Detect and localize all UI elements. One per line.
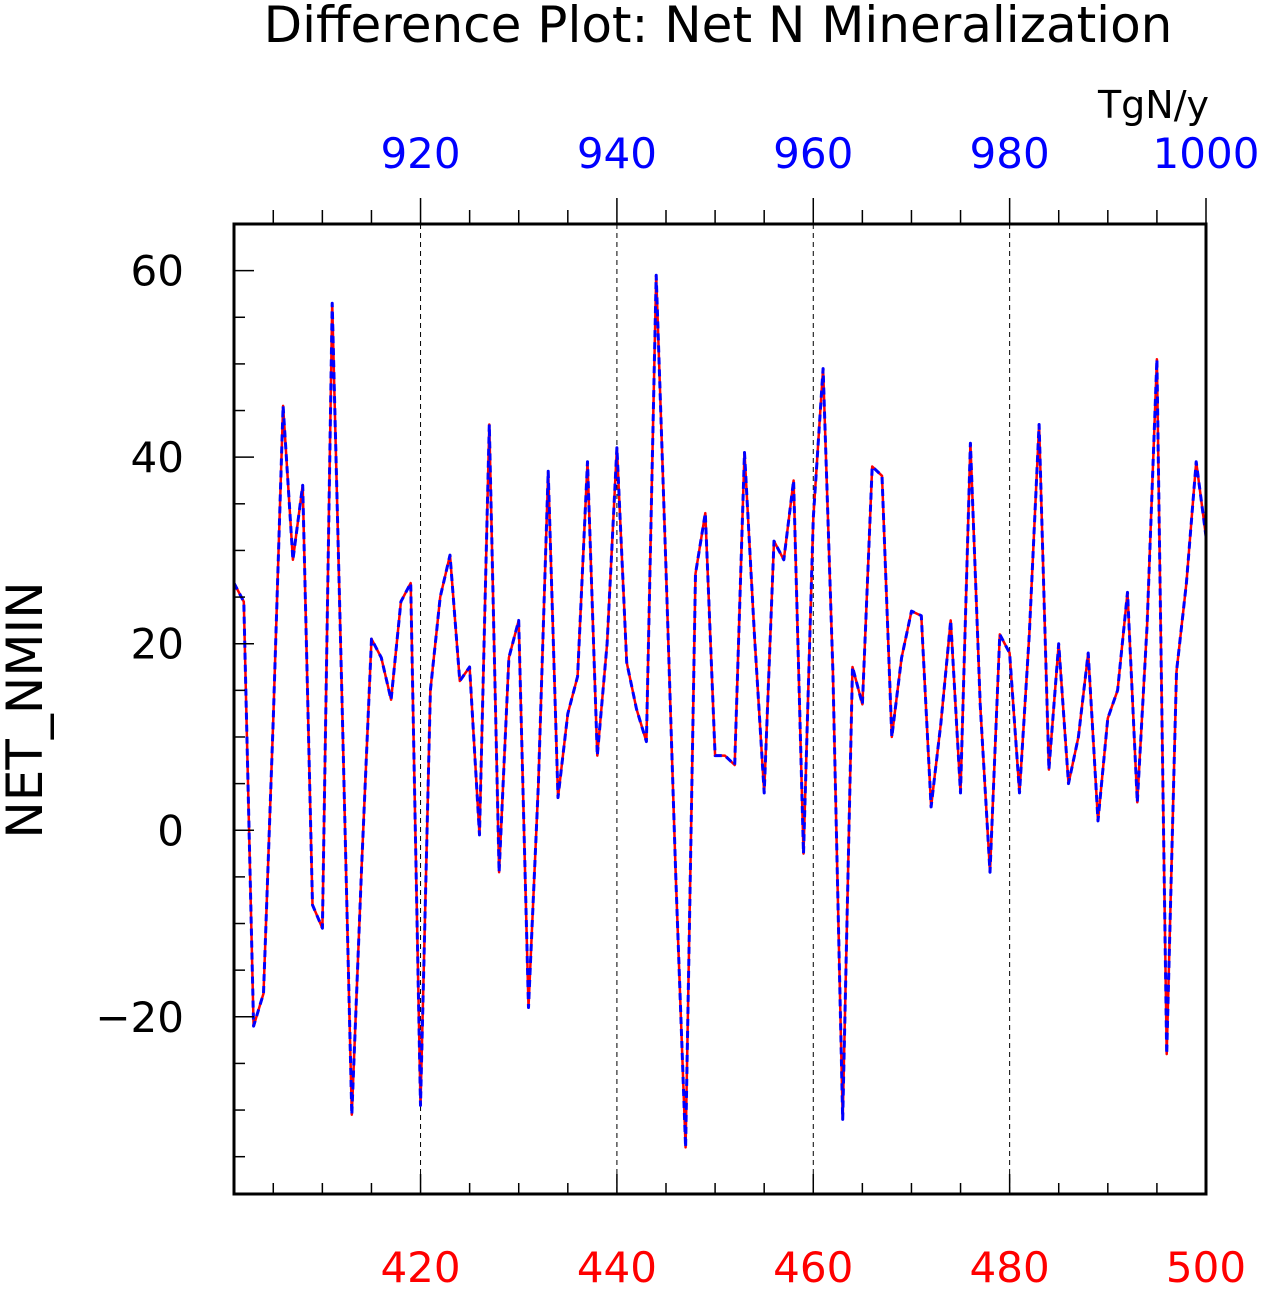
- y-tick-label: 0: [157, 806, 184, 855]
- x-bottom-tick-label: 420: [380, 1243, 460, 1286]
- y-tick-label: −20: [95, 993, 184, 1042]
- x-top-tick-label: 940: [577, 129, 657, 178]
- plot-frame: [232, 222, 1208, 1196]
- x-top-tick-label: 980: [970, 129, 1050, 178]
- series-line-2: [232, 273, 1208, 1149]
- series-line-1: [232, 274, 1208, 1149]
- tick-layer: −20 0 20 40 60 420 440 460 480 500 920 940 960 980 100…: [95, 129, 1260, 1291]
- x-bottom-tick-label: 500: [1166, 1243, 1246, 1286]
- chart-title: Difference Plot: Net N Mineralization: [264, 0, 1173, 54]
- x-top-tick-label: 920: [380, 129, 460, 178]
- x-top-tick-label: 960: [773, 129, 853, 178]
- y-axis-label: NET_NMIN: [0, 581, 54, 838]
- x-bottom-tick-label: 440: [577, 1243, 657, 1286]
- x-bottom-tick-label: 480: [970, 1243, 1050, 1286]
- units-label: TgN/y: [1097, 83, 1209, 127]
- y-tick-label: 20: [131, 620, 184, 669]
- axes-layer: [232, 222, 1208, 1196]
- x-bottom-tick-label: 460: [773, 1243, 853, 1286]
- x-top-tick-label: 1000: [1153, 129, 1260, 178]
- y-tick-label: 40: [131, 433, 184, 482]
- grid-layer: [420, 224, 1011, 1194]
- y-tick-label: 60: [131, 247, 184, 296]
- series-layer: [232, 273, 1208, 1149]
